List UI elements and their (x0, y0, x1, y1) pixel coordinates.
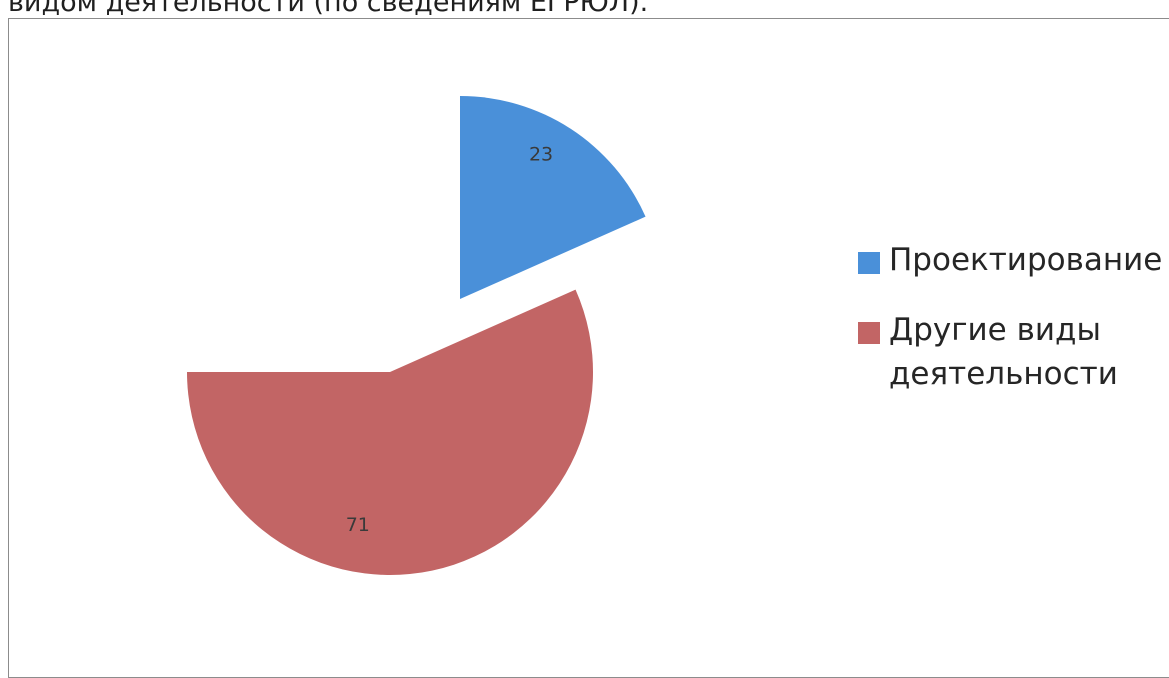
legend-swatch-other-activities (858, 322, 880, 344)
legend-item-design: Проектирование (858, 238, 1169, 282)
pie-slices (187, 96, 646, 575)
page-heading-fragment: видом деятельности (по сведениям ЕГРЮЛ). (8, 0, 649, 18)
legend-label-design: Проектирование (889, 242, 1163, 278)
pie-chart: 23 71 (187, 96, 646, 575)
pie-data-labels: 23 71 (346, 144, 553, 536)
legend-swatch-design (858, 252, 880, 274)
chart-legend: Проектирование Другие виды деятельности (858, 238, 1169, 422)
pie-slice-design (460, 96, 646, 299)
legend-label-other-activities: Другие виды деятельности (889, 312, 1118, 392)
legend-item-other-activities: Другие виды деятельности (858, 308, 1169, 396)
data-label-other-activities: 71 (346, 514, 370, 536)
pie-slice-other-activities (187, 289, 594, 575)
data-label-design: 23 (529, 144, 553, 166)
